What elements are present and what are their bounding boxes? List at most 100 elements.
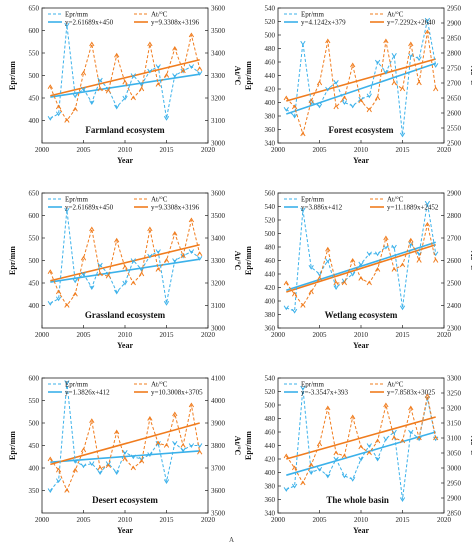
legend-epr-label: Epr/mm: [65, 196, 88, 204]
chart-panel-5: 2000 2005 2010 2015 2020 350 400 450 500 550 600 35…: [8, 375, 242, 536]
at-point: [155, 82, 161, 87]
legend: Epr/mm At/°C y=2.61689x+450 y=9.3308x+3196: [48, 11, 200, 27]
y-tick-label: 360: [265, 126, 276, 134]
epr-point: [325, 473, 331, 479]
epr-point: [197, 255, 203, 261]
at-point: [416, 80, 422, 86]
y-tick-label: 340: [265, 140, 276, 148]
y2-tick-label: 3100: [211, 302, 226, 310]
epr-point: [80, 463, 87, 469]
y-tick-label: 550: [29, 50, 40, 58]
at-point: [89, 418, 95, 424]
y2-axis-label: At/°C: [469, 66, 472, 86]
y2-tick-label: 3300: [211, 257, 226, 265]
x-tick-label: 2000: [271, 516, 286, 524]
y-tick-label: 500: [29, 420, 40, 428]
y-tick-label: 440: [265, 72, 276, 80]
epr-point: [399, 497, 406, 502]
legend: Epr/mm At/°C y=-3.3547x+393 y=7.8583x+3025: [284, 381, 436, 397]
at-point: [80, 70, 87, 76]
at-point: [433, 435, 439, 441]
epr-point: [333, 285, 339, 290]
y-axis-label: Epr/mm: [8, 61, 17, 90]
epr-point: [383, 436, 389, 442]
y-tick-label: 450: [29, 442, 40, 450]
epr-point: [97, 262, 103, 268]
y-tick-label: 380: [265, 113, 276, 121]
legend-at-label: At/°C: [151, 11, 168, 19]
at-point: [130, 95, 136, 101]
y2-tick-label: 2900: [447, 190, 462, 198]
y2-tick-label: 2950: [447, 480, 462, 488]
at-point: [80, 255, 87, 261]
at-point: [55, 104, 62, 110]
y2-tick-label: 3500: [211, 510, 226, 518]
y2-tick-label: 3300: [211, 72, 226, 80]
x-axis-label: Year: [117, 341, 133, 350]
x-tick-label: 2010: [354, 146, 369, 154]
at-point: [172, 411, 178, 417]
at-point: [358, 98, 364, 104]
epr-point: [325, 258, 331, 263]
y-tick-label: 550: [29, 397, 40, 405]
x-tick-label: 2005: [77, 146, 92, 154]
x-tick-label: 2020: [437, 516, 452, 524]
epr-point: [408, 429, 414, 435]
y2-tick-label: 3400: [211, 50, 226, 58]
y-tick-label: 360: [265, 496, 276, 504]
at-point: [114, 237, 120, 243]
epr-point: [391, 52, 397, 58]
epr-series-line: [50, 210, 201, 304]
at-point: [408, 237, 414, 243]
at-point: [80, 447, 87, 453]
epr-point: [147, 68, 153, 74]
x-axis-label: Year: [117, 526, 133, 535]
epr-point: [64, 22, 70, 28]
y-tick-label: 450: [29, 280, 40, 288]
at-point: [147, 226, 153, 232]
at-point: [350, 414, 356, 420]
epr-point: [55, 111, 62, 117]
ecosystem-title: Grassland ecosystem: [85, 310, 166, 320]
epr-point: [163, 115, 170, 121]
epr-point: [350, 271, 356, 277]
y-tick-label: 400: [29, 117, 40, 125]
y-tick-label: 540: [265, 375, 276, 383]
at-point: [374, 267, 381, 272]
legend-at-label: At/°C: [151, 381, 168, 389]
epr-point: [291, 113, 298, 119]
y2-tick-label: 3400: [211, 235, 226, 243]
at-point: [55, 289, 62, 295]
ecosystem-title: Wetlang ecosystem: [325, 310, 398, 320]
at-point: [333, 280, 339, 286]
epr-point: [325, 86, 331, 92]
at-point: [350, 258, 356, 263]
epr-point: [341, 100, 348, 105]
at-point: [180, 253, 186, 259]
legend: Epr/mm At/°C y=2.61689x+450 y=9.3308x+3196: [48, 196, 200, 212]
at-point: [72, 106, 78, 112]
epr-point: [130, 73, 136, 78]
y2-tick-label: 3200: [211, 280, 226, 288]
figure-label: A: [229, 536, 235, 544]
legend-epr-equation: y=2.61689x+450: [65, 19, 114, 27]
y2-tick-label: 2850: [447, 510, 462, 518]
x-tick-label: 2015: [396, 516, 411, 524]
epr-point: [188, 249, 195, 254]
epr-point: [358, 456, 364, 462]
y-tick-label: 360: [265, 325, 276, 333]
epr-point: [138, 82, 145, 87]
at-point: [197, 66, 203, 72]
y-tick-label: 520: [265, 217, 276, 225]
epr-point: [114, 470, 120, 475]
y-tick-label: 400: [265, 99, 276, 107]
legend-at-equation: y=9.3308x+3196: [151, 204, 200, 212]
at-point: [325, 38, 331, 44]
epr-point: [138, 267, 145, 272]
legend-epr-label: Epr/mm: [65, 11, 88, 19]
x-tick-label: 2005: [313, 146, 328, 154]
epr-point: [333, 456, 339, 462]
ecosystem-title: The whole basin: [326, 495, 389, 505]
at-point: [308, 98, 314, 104]
y-tick-label: 500: [29, 72, 40, 80]
